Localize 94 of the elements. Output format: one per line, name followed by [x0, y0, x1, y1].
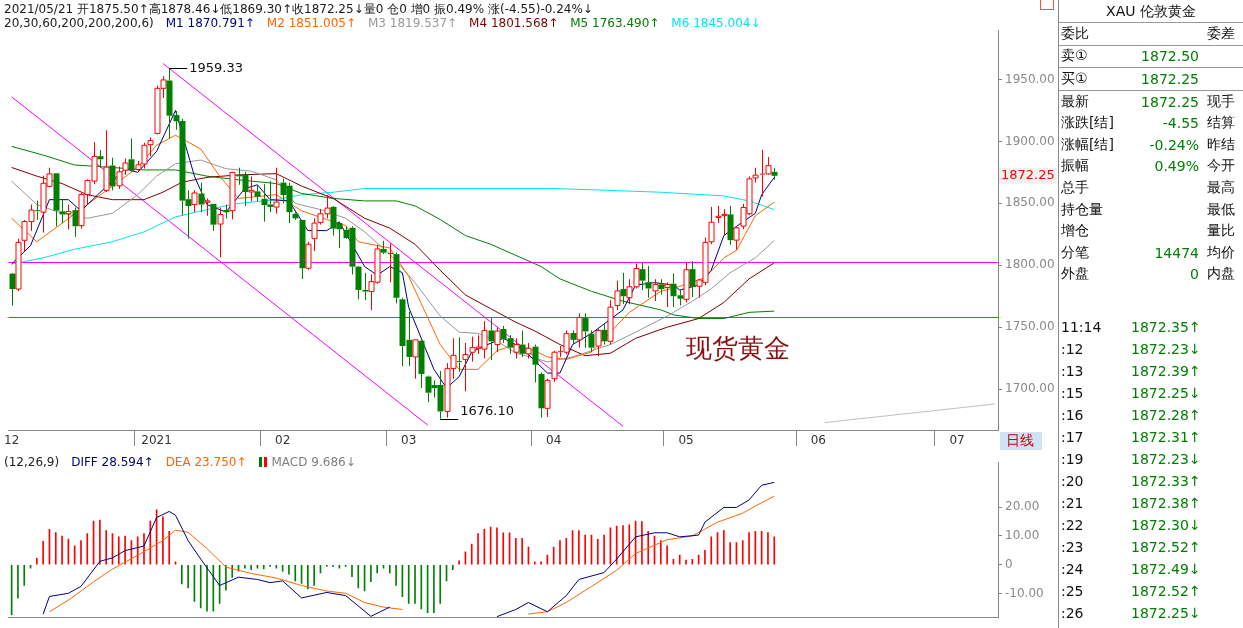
y-tick-label: 1800.00: [1005, 257, 1055, 272]
text: 1872.38↑: [1131, 495, 1201, 511]
category-label: :15: [1061, 385, 1085, 401]
x-tick-label: 12: [3, 433, 20, 448]
text: 1872.35↑: [1131, 319, 1201, 335]
x-tick-label: 2021: [141, 433, 172, 448]
text: 1872.25↓: [1131, 385, 1201, 401]
chart-title: 2021/05/21 开1875.50↑高1878.46↓低1869.30↑收1872.25↓量0 仓0 增0 振0.49% 涨(-4.55)-0.24%↓: [4, 1, 593, 17]
category-label: 分笔: [1061, 243, 1090, 262]
x-tick-label: 04: [546, 433, 562, 448]
category-label: 委比: [1061, 24, 1090, 43]
category-label: :23: [1061, 539, 1085, 555]
text: 1872.33↑: [1131, 473, 1201, 489]
category-label: :16: [1061, 407, 1085, 423]
category-label: :17: [1061, 429, 1085, 445]
text: 1872.23↓: [1131, 341, 1201, 357]
category-label: :21: [1061, 495, 1085, 511]
category-label: 今开: [1207, 157, 1235, 174]
category-label: 增仓: [1061, 222, 1090, 241]
category-label: :20: [1061, 473, 1085, 489]
category-label: 涨幅[结]: [1061, 135, 1115, 154]
category-label: 委差: [1207, 24, 1235, 41]
text: 1872.25: [1141, 93, 1199, 110]
category-label: 振幅: [1061, 157, 1090, 176]
text: 1872.25↓: [1131, 605, 1201, 621]
y-tick-label: -10.00: [1005, 585, 1044, 600]
x-tick-label: 03: [401, 433, 417, 448]
category-label: 内盘: [1207, 265, 1235, 282]
text: M6 1845.004↓: [671, 16, 761, 30]
text: 1872.23↓: [1131, 451, 1201, 467]
category-label: 最新: [1061, 92, 1090, 111]
text: 1872.49↓: [1131, 561, 1201, 577]
text: M2 1851.005↑: [266, 16, 356, 30]
text: DEA 23.750↑: [165, 455, 247, 469]
category-label: 涨跌[结]: [1061, 114, 1115, 133]
text: 1872.25: [1001, 167, 1055, 183]
y-tick-label: 1850.00: [1005, 195, 1055, 210]
category-label: :24: [1061, 561, 1085, 577]
text: -0.24%: [1149, 136, 1199, 153]
y-tick-label: 20.00: [1005, 499, 1040, 514]
text: 0: [1190, 266, 1199, 283]
annotation: 1676.10: [460, 402, 514, 418]
y-tick-label: 0: [1005, 556, 1013, 571]
text: 1872.50: [1141, 48, 1199, 65]
annotation: 现货黄金: [686, 332, 791, 363]
text: M1 1870.791↑: [165, 16, 255, 30]
category-label: 现手: [1207, 92, 1235, 109]
category-label: :12: [1061, 341, 1085, 357]
category-label: 昨结: [1207, 135, 1235, 152]
legend-title: (12,26,9): [4, 455, 60, 469]
text: M5 1763.490↑: [570, 16, 660, 30]
category-label: 卖①: [1061, 47, 1089, 66]
x-tick-label: 02: [275, 433, 291, 448]
category-label: 外盘: [1061, 265, 1090, 284]
category-label: :19: [1061, 451, 1085, 467]
category-label: 11:14: [1061, 319, 1103, 335]
text: XAU 伦敦黄金: [1059, 0, 1243, 23]
category-label: 持仓量: [1061, 200, 1104, 219]
x-tick-label: 05: [678, 433, 694, 448]
x-tick-label: 07: [949, 433, 965, 448]
text: -4.55: [1162, 115, 1199, 132]
category-label: 均价: [1207, 243, 1235, 260]
y-tick-label: 1700.00: [1005, 381, 1055, 396]
y-tick-label: 1900.00: [1005, 133, 1055, 148]
category-label: :25: [1061, 583, 1085, 599]
x-tick-label: 06: [810, 433, 827, 448]
text: 1872.52↑: [1131, 583, 1201, 599]
category-label: :13: [1061, 363, 1085, 379]
text: 14474: [1154, 244, 1199, 261]
text: 1872.28↑: [1131, 407, 1201, 423]
category-label: 最高: [1207, 178, 1235, 195]
category-label: 买①: [1061, 69, 1089, 88]
text: M3 1819.537↑: [367, 16, 458, 30]
y-tick-label: 10.00: [1005, 528, 1040, 543]
category-label: 最低: [1207, 200, 1235, 217]
text: 0.49%: [1154, 158, 1199, 175]
text: 1872.31↑: [1131, 429, 1201, 445]
text: 1872.39↑: [1131, 363, 1201, 379]
text: DIFF 28.594↑: [71, 455, 154, 469]
legend-label: MACD 9.686↓: [271, 455, 356, 469]
legend-title: 20,30,60,200,200,200,6): [4, 16, 154, 30]
category-label: :22: [1061, 517, 1085, 533]
text: 1872.30↓: [1131, 517, 1201, 533]
category-label: :26: [1061, 605, 1085, 621]
category-label: 总手: [1061, 178, 1090, 197]
annotation: 1959.33: [189, 59, 243, 75]
category-label: 量比: [1207, 222, 1235, 239]
category-label: 结算: [1207, 114, 1235, 131]
text: 1872.25: [1141, 70, 1199, 87]
y-tick-label: 1950.00: [1005, 71, 1055, 86]
text: 日线: [1006, 431, 1034, 448]
y-tick-label: 1750.00: [1005, 319, 1055, 334]
text: M4 1801.568↑: [469, 16, 559, 30]
text: 1872.52↑: [1131, 539, 1201, 555]
